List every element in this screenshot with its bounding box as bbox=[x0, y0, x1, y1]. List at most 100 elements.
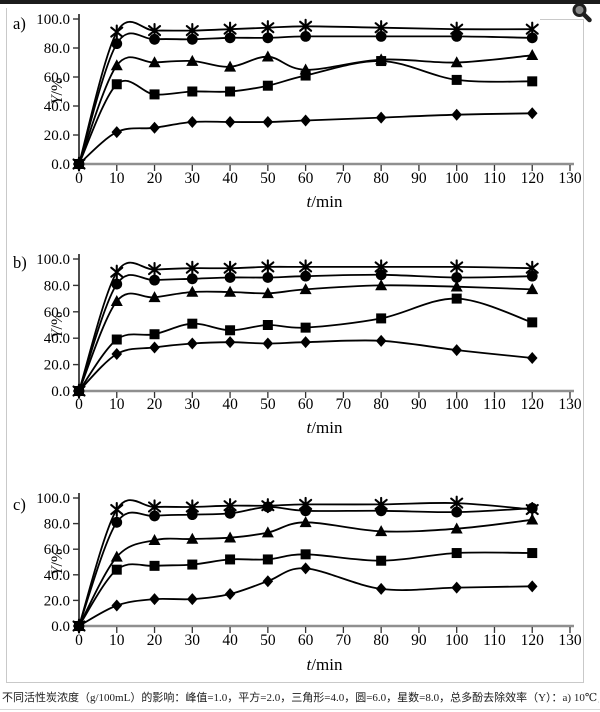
square-marker bbox=[376, 555, 387, 566]
diamond-marker bbox=[262, 115, 274, 128]
square-marker bbox=[187, 559, 198, 570]
x-tick-label: 80 bbox=[373, 396, 389, 413]
triangle-marker bbox=[261, 287, 274, 299]
circle-marker bbox=[375, 269, 387, 281]
triangle-marker bbox=[110, 295, 123, 307]
x-tick-label: 80 bbox=[373, 170, 389, 187]
x-tick-label: 110 bbox=[483, 632, 506, 649]
circle-marker bbox=[262, 272, 274, 283]
triangle-marker bbox=[224, 60, 237, 72]
top-border bbox=[0, 0, 600, 4]
frame-border-right bbox=[583, 19, 584, 682]
x-tick-label: 100 bbox=[445, 632, 469, 649]
x-tick-label: 130 bbox=[558, 170, 582, 187]
star-marker bbox=[299, 496, 313, 512]
x-tick-label: 40 bbox=[222, 170, 238, 187]
circle-marker bbox=[224, 32, 236, 44]
star-marker bbox=[525, 501, 539, 518]
square-marker bbox=[527, 76, 538, 87]
diamond-marker bbox=[149, 121, 160, 134]
circle-marker bbox=[186, 273, 198, 285]
triangle-marker bbox=[375, 53, 388, 65]
x-tick-label: 10 bbox=[109, 632, 125, 649]
star-marker bbox=[450, 259, 464, 275]
series-line-circle bbox=[78, 273, 533, 392]
star-marker bbox=[185, 23, 199, 39]
star-marker bbox=[72, 383, 86, 399]
square-marker bbox=[300, 322, 311, 333]
y-tick-label: 100.0 bbox=[36, 252, 70, 268]
diamond-marker bbox=[187, 115, 198, 128]
x-tick-label: 20 bbox=[147, 396, 163, 413]
square-marker bbox=[300, 70, 311, 81]
page-bottom-divider bbox=[0, 709, 600, 710]
square-marker bbox=[262, 80, 273, 91]
triangle-marker bbox=[261, 526, 274, 538]
star-marker bbox=[72, 156, 86, 172]
triangle-marker bbox=[186, 54, 199, 66]
y-tick-label: 40.0 bbox=[44, 568, 70, 584]
triangle-marker bbox=[375, 279, 388, 291]
square-marker bbox=[149, 329, 160, 340]
x-tick-label: 20 bbox=[147, 170, 163, 187]
triangle-marker bbox=[299, 63, 312, 75]
triangle-marker bbox=[148, 56, 161, 68]
square-marker bbox=[527, 548, 538, 559]
star-marker bbox=[110, 501, 124, 518]
y-tick-label: 40.0 bbox=[44, 331, 70, 347]
x-tick-label: 70 bbox=[336, 170, 352, 187]
triangle-marker bbox=[261, 50, 274, 62]
x-tick-label: 90 bbox=[411, 396, 427, 413]
x-tick-label: 110 bbox=[483, 396, 506, 413]
square-marker bbox=[149, 560, 160, 571]
star-marker bbox=[185, 260, 199, 276]
y-tick-label: 40.0 bbox=[44, 99, 70, 115]
diamond-marker bbox=[375, 111, 387, 124]
star-marker bbox=[147, 23, 162, 39]
star-marker bbox=[374, 496, 388, 512]
chart-panel-c: 0.0 20.0 40.0 60.0 80.0 100.0 0 10 20 30 40 50 60 70 8… bbox=[13, 491, 582, 674]
triangle-marker bbox=[110, 59, 123, 71]
y-tick-label: 60.0 bbox=[44, 70, 70, 86]
x-tick-label: 60 bbox=[298, 170, 314, 187]
x-tick-label: 30 bbox=[185, 396, 201, 413]
diamond-marker bbox=[451, 108, 462, 121]
diamond-marker bbox=[224, 588, 236, 600]
x-tick-label: 120 bbox=[521, 632, 545, 649]
x-tick-label: 100 bbox=[445, 396, 469, 413]
circle-marker bbox=[111, 278, 123, 290]
magnifier-icon[interactable] bbox=[569, 0, 595, 26]
x-tick-label: 50 bbox=[260, 170, 276, 187]
x-tick-label: 90 bbox=[411, 170, 427, 187]
y-tick-label: 20.0 bbox=[44, 593, 70, 609]
x-axis-title: t/min bbox=[307, 418, 343, 437]
triangle-marker bbox=[450, 522, 463, 534]
square-marker bbox=[149, 89, 160, 100]
x-tick-label: 20 bbox=[147, 632, 163, 649]
x-tick-label: 130 bbox=[558, 632, 582, 649]
star-marker bbox=[147, 262, 162, 278]
square-marker bbox=[225, 86, 236, 97]
triangle-marker bbox=[186, 532, 199, 544]
diamond-marker bbox=[224, 336, 236, 349]
y-axis-title: Y/% bbox=[49, 78, 66, 105]
star-marker bbox=[525, 21, 539, 37]
square-marker bbox=[187, 86, 198, 97]
diamond-marker bbox=[224, 115, 236, 128]
star-marker bbox=[185, 499, 199, 515]
series-line-square bbox=[78, 297, 533, 392]
triangle-marker bbox=[299, 283, 312, 295]
y-axis-title: Y/% bbox=[49, 312, 66, 339]
circle-marker bbox=[224, 507, 236, 519]
diamond-marker bbox=[451, 581, 462, 594]
y-tick-label: 80.0 bbox=[44, 41, 70, 57]
frame-border-bottom bbox=[6, 682, 584, 683]
diamond-marker bbox=[526, 107, 538, 120]
circle-marker bbox=[375, 31, 387, 42]
panel-label: c) bbox=[13, 495, 26, 514]
series-line-diamond bbox=[78, 339, 533, 392]
y-tick-label: 20.0 bbox=[44, 128, 70, 144]
circle-marker bbox=[149, 510, 160, 522]
chart-panel-a: 0.0 20.0 40.0 60.0 80.0 100.0 0 10 20 30 40 50 60 70 8… bbox=[13, 12, 582, 211]
